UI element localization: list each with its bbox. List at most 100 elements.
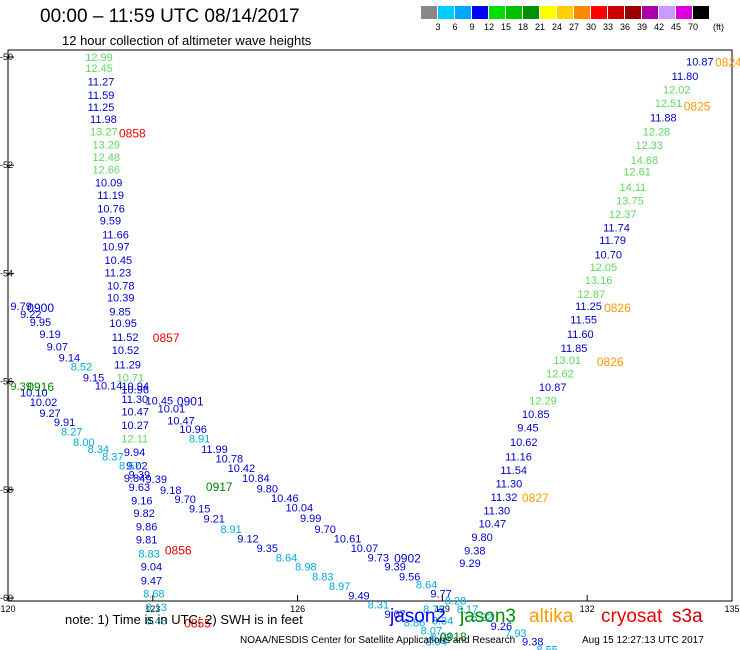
- wave-height-value: 12.37: [609, 209, 637, 221]
- pass-time-label: 0902: [394, 551, 421, 565]
- color-swatch: [608, 6, 624, 19]
- page-subtitle: 12 hour collection of altimeter wave hei…: [62, 33, 312, 48]
- wave-height-value: 10.07: [351, 543, 379, 555]
- wave-height-value: 8.37: [102, 451, 123, 463]
- wave-height-value: 9.63: [129, 482, 150, 494]
- wave-height-value: 10.85: [522, 409, 550, 421]
- wave-height-value: 8.91: [189, 433, 210, 445]
- wave-height-value: 9.59: [100, 215, 121, 227]
- wave-height-value: 9.45: [517, 423, 538, 435]
- wave-height-value: 11.85: [561, 343, 588, 355]
- wave-height-value: 13.01: [553, 355, 581, 367]
- color-scale-tick: 12: [483, 22, 494, 32]
- color-scale-tick: 36: [619, 22, 630, 32]
- color-scale-tick: 9: [469, 22, 475, 32]
- color-swatch: [591, 6, 607, 19]
- legend-s3a: s3a: [672, 606, 703, 627]
- pass-time-label: 0917: [206, 480, 233, 494]
- wave-height-value: 9.39: [384, 562, 405, 574]
- wave-height-value: 9.73: [368, 552, 389, 564]
- wave-height-value: 10.62: [510, 437, 538, 449]
- wave-height-value: 10.78: [107, 280, 135, 292]
- pass-time-label: 0918: [440, 630, 467, 644]
- wave-height-value: 9.86: [136, 522, 157, 534]
- wave-height-value: 7.93: [505, 628, 526, 640]
- lon-tick-label: 129: [435, 604, 450, 614]
- wave-height-value: 11.80: [672, 71, 699, 83]
- wave-height-value: 12.66: [92, 165, 120, 177]
- wave-height-value: 8.98: [295, 562, 316, 574]
- wave-height-value: 12.29: [529, 396, 557, 408]
- wave-height-value: 12.11: [121, 433, 148, 445]
- wave-height-value: 10.61: [334, 533, 362, 545]
- wave-height-value: 12.02: [663, 84, 691, 96]
- wave-height-value: 9.15: [83, 372, 104, 384]
- wave-height-value: 8.55: [537, 644, 558, 650]
- legend-cryosat: cryosat: [601, 606, 663, 627]
- wave-height-value: 11.52: [112, 332, 139, 344]
- wave-height-value: 9.56: [399, 571, 420, 583]
- color-scale-tick: 24: [551, 22, 562, 32]
- wave-height-value: 10.39: [107, 293, 135, 305]
- wave-height-value: 9.14: [59, 352, 80, 364]
- wave-height-value: 9.47: [141, 576, 162, 588]
- wave-height-value: 13.29: [92, 140, 120, 152]
- wave-height-value: 9.82: [133, 508, 154, 520]
- wave-height-value: 9.85: [109, 306, 130, 318]
- wave-height-value: 9.16: [131, 496, 152, 508]
- color-scale-tick: 18: [517, 22, 528, 32]
- color-scale-tick: 42: [653, 22, 664, 32]
- wave-height-value: 8.57: [119, 460, 140, 472]
- wave-height-value: 14.11: [620, 182, 647, 194]
- wave-height-value: 9.94: [124, 447, 145, 459]
- pass-time-label: 0858: [119, 127, 146, 141]
- wave-height-value: 9.26: [491, 621, 512, 633]
- wave-height-value: 12.62: [546, 368, 574, 380]
- color-scale-unit: (ft): [713, 22, 724, 32]
- lon-tick-label: 132: [580, 604, 595, 614]
- wave-height-value: 13.16: [585, 275, 613, 287]
- wave-height-value: 12.45: [85, 63, 113, 75]
- pass-time-label: 0825: [684, 100, 711, 114]
- wave-height-value: 8.43: [146, 616, 167, 628]
- wave-height-value: 9.80: [257, 484, 278, 496]
- color-scale-tick: 39: [636, 22, 647, 32]
- wave-height-value: 8.91: [220, 524, 241, 536]
- page-title: 00:00 – 11:59 UTC 08/14/2017: [40, 6, 300, 27]
- color-swatch: [506, 6, 522, 19]
- wave-height-value: 8.28: [445, 596, 466, 608]
- wave-height-value: 9.95: [30, 317, 51, 329]
- wave-height-value: 8.34: [88, 444, 109, 456]
- color-swatch: [540, 6, 556, 19]
- wave-height-value: 10.14: [95, 380, 123, 392]
- wave-height-value: 10.52: [112, 345, 140, 357]
- wave-height-value: 11.23: [105, 267, 132, 279]
- wave-height-value: 10.76: [97, 203, 125, 215]
- wave-height-value: 9.38: [464, 545, 485, 557]
- wave-height-value: 8.34: [432, 616, 453, 628]
- pass-time-label: 0857: [153, 331, 180, 345]
- wave-height-value: 9.79: [10, 301, 31, 313]
- wave-height-value: 13.27: [90, 127, 118, 139]
- wave-height-value: 9.35: [257, 543, 278, 555]
- wave-height-value: 9.80: [471, 532, 492, 544]
- wave-height-value: 10.96: [121, 385, 149, 397]
- color-swatch: [523, 6, 539, 19]
- wave-height-value: 9.19: [39, 329, 60, 341]
- wave-height-value: 12.05: [590, 262, 618, 274]
- color-scale-tick: 70: [687, 22, 698, 32]
- wave-height-value: 10.02: [30, 397, 58, 409]
- color-scale-tick: 30: [585, 22, 596, 32]
- color-swatch: [489, 6, 505, 19]
- wave-height-value: 10.87: [539, 382, 567, 394]
- wave-height-value: 11.29: [114, 359, 141, 371]
- color-scale-tick: 3: [435, 22, 441, 32]
- wave-height-value: 9.39: [129, 470, 150, 482]
- wave-height-value: 8.00: [73, 437, 94, 449]
- wave-height-value: 10.96: [179, 424, 207, 436]
- wave-height-value: 11.54: [500, 465, 527, 477]
- wave-height-value: 10.70: [594, 249, 622, 261]
- pass-time-label: 0900: [27, 301, 54, 315]
- color-scale-tick: 6: [452, 22, 458, 32]
- lon-tick-label: 135: [724, 604, 739, 614]
